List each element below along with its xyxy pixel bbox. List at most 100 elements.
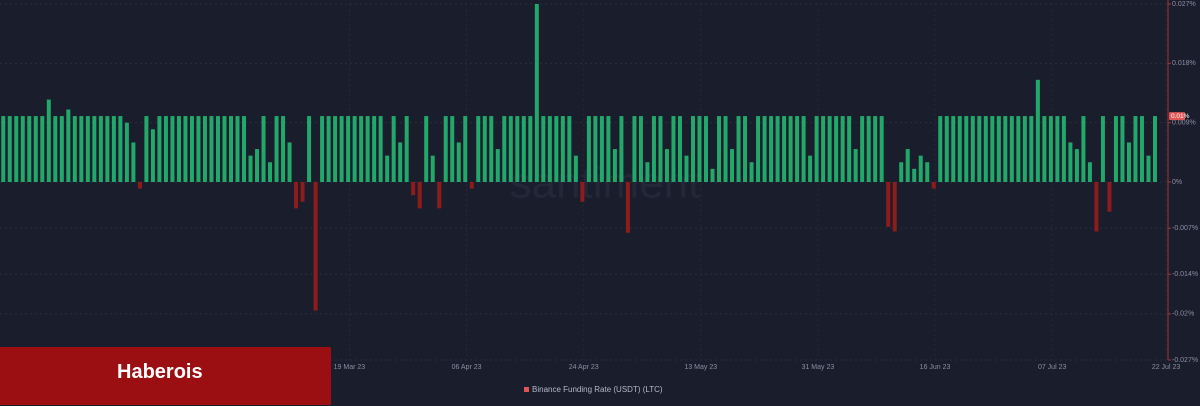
- bar: [365, 116, 370, 182]
- bar: [482, 116, 487, 182]
- bar: [717, 116, 722, 182]
- bar: [215, 116, 220, 182]
- bar: [834, 116, 839, 182]
- bar: [1107, 182, 1112, 212]
- bar: [534, 4, 539, 182]
- bar: [827, 116, 832, 182]
- y-tick-label: 0%: [1172, 179, 1182, 186]
- bar: [1009, 116, 1014, 182]
- bar: [580, 182, 585, 202]
- y-tick-label: 0.027%: [1172, 1, 1196, 8]
- banner-text: Haberois: [117, 361, 203, 383]
- bar: [612, 149, 617, 182]
- bar: [1126, 142, 1131, 182]
- bar: [1016, 116, 1021, 182]
- bar: [1022, 116, 1027, 182]
- bar: [554, 116, 559, 182]
- bar: [873, 116, 878, 182]
- bar: [918, 155, 923, 182]
- bar: [339, 116, 344, 182]
- bar: [72, 116, 77, 182]
- bar: [59, 116, 64, 182]
- bar: [469, 182, 474, 189]
- bar: [762, 116, 767, 182]
- bar: [1100, 116, 1105, 182]
- bar: [268, 162, 273, 182]
- bar: [176, 116, 181, 182]
- bar: [567, 116, 572, 182]
- bar: [704, 116, 709, 182]
- bar: [1003, 116, 1008, 182]
- bar: [1074, 149, 1079, 182]
- bar: [7, 116, 12, 182]
- bar: [456, 142, 461, 182]
- bar: [690, 116, 695, 182]
- bar: [131, 142, 136, 182]
- bar: [144, 116, 149, 182]
- bar: [326, 116, 331, 182]
- bar: [821, 116, 826, 182]
- bar: [957, 116, 962, 182]
- bar: [242, 116, 247, 182]
- bar: [1146, 155, 1151, 182]
- bar: [573, 155, 578, 182]
- bar: [79, 116, 84, 182]
- bar: [248, 155, 253, 182]
- bar: [281, 116, 286, 182]
- bar: [307, 116, 312, 182]
- bar: [417, 182, 422, 209]
- bar: [775, 116, 780, 182]
- bar: [359, 116, 364, 182]
- bar: [1087, 162, 1092, 182]
- bar: [899, 162, 904, 182]
- bar: [586, 116, 591, 182]
- last-value-badge: [1169, 112, 1185, 121]
- bar: [743, 116, 748, 182]
- bar: [710, 168, 715, 182]
- bar: [294, 182, 299, 209]
- y-tick-label: -0.014%: [1172, 271, 1198, 278]
- x-tick-label: 22 Jul 23: [1152, 364, 1181, 371]
- bar: [346, 116, 351, 182]
- bar: [85, 116, 90, 182]
- bar: [515, 116, 520, 182]
- bar: [860, 116, 865, 182]
- bar: [40, 116, 45, 182]
- bar: [925, 162, 930, 182]
- bar: [157, 116, 162, 182]
- bar: [378, 116, 383, 182]
- bar: [801, 116, 806, 182]
- bar: [352, 116, 357, 182]
- bar: [163, 116, 168, 182]
- bar: [886, 182, 891, 227]
- bar: [1081, 116, 1086, 182]
- bar: [541, 116, 546, 182]
- bar: [723, 116, 728, 182]
- bar: [944, 116, 949, 182]
- bar: [671, 116, 676, 182]
- bar: [489, 116, 494, 182]
- bar: [46, 99, 51, 182]
- bar: [508, 116, 513, 182]
- bar: [769, 116, 774, 182]
- bar: [313, 182, 318, 311]
- bar: [222, 116, 227, 182]
- x-tick-label: 06 Apr 23: [452, 364, 482, 371]
- bar: [632, 116, 637, 182]
- y-tick-label: -0.007%: [1172, 225, 1198, 232]
- y-tick-label: -0.02%: [1172, 311, 1194, 318]
- bar: [450, 116, 455, 182]
- last-value-label: 0.01%: [1171, 113, 1190, 120]
- bar: [560, 116, 565, 182]
- x-tick-label: 24 Apr 23: [569, 364, 599, 371]
- bar: [658, 116, 663, 182]
- bar: [931, 182, 936, 189]
- y-tick-label: -0.027%: [1172, 357, 1198, 364]
- bar: [235, 116, 240, 182]
- bar: [137, 182, 142, 189]
- bar: [1042, 116, 1047, 182]
- bar: [404, 116, 409, 182]
- x-tick-label: 19 Mar 23: [334, 364, 366, 371]
- bar: [788, 116, 793, 182]
